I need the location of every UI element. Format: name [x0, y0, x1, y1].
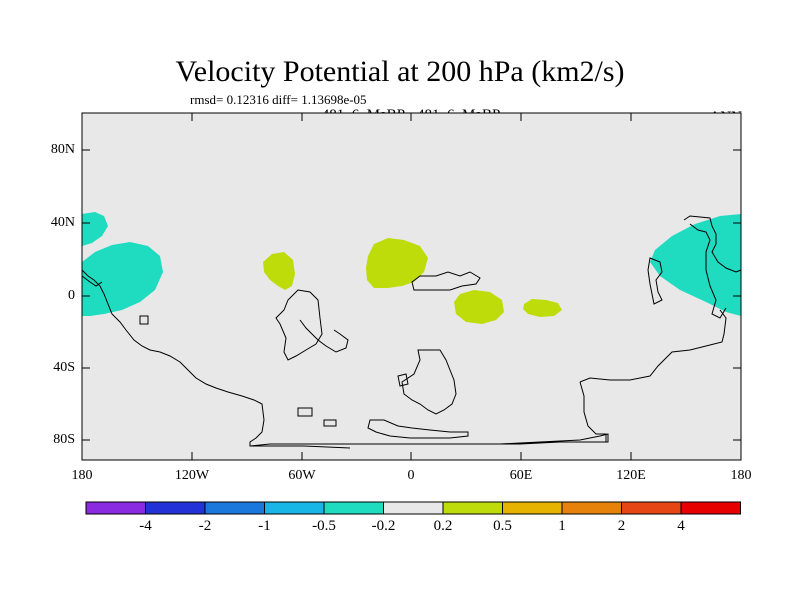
colorbar-label: -2: [198, 518, 212, 534]
colorbar-label: 1: [558, 518, 566, 534]
coast-south-america-east: [299, 319, 349, 353]
coast-falklands: [323, 419, 337, 427]
coast-asia-interior: [689, 223, 727, 319]
colorbar-label: -0.5: [312, 518, 336, 534]
colorbar-label: 4: [677, 518, 685, 534]
coast-tierra: [297, 407, 313, 417]
patch-west-pacific-north: [82, 212, 108, 246]
coast-africa-south: [401, 349, 457, 415]
x-tick-label: 60E: [509, 468, 533, 483]
patch-south-america: [263, 252, 295, 290]
coast-south-america: [275, 289, 323, 361]
coast-caribbean: [139, 315, 149, 325]
x-tick-label: 180: [71, 468, 93, 483]
coast-madagascar: [397, 373, 409, 387]
x-tick-label: 120E: [616, 468, 646, 483]
colorbar-label: 0.5: [493, 518, 512, 534]
y-tick-label: 80N: [50, 142, 75, 157]
coast-asia-east: [647, 257, 663, 305]
colorbar-box: [502, 501, 563, 515]
patch-indian-ocean-east: [523, 299, 562, 317]
negative-anomaly-patches: [82, 212, 741, 316]
statistics-text: rmsd= 0.12316 diff= 1.13698e-05: [190, 92, 367, 107]
y-tick-label: 80S: [53, 432, 75, 447]
plot-title: Velocity Potential at 200 hPa (km2/s): [175, 55, 625, 88]
colorbar-label: -4: [139, 518, 152, 534]
colorbar-box: [383, 501, 444, 515]
x-tick-label: 120W: [174, 468, 210, 483]
patch-maritime-continent: [650, 214, 741, 316]
colorbar-box: [442, 501, 503, 515]
coast-japan-asia: [683, 215, 742, 273]
coast-australia: [579, 309, 727, 383]
coast-africa-north: [411, 271, 481, 291]
y-tick-label: 40S: [53, 360, 75, 375]
colorbar-box: [323, 501, 384, 515]
coast-bering: [81, 275, 103, 287]
tick-marks: [82, 113, 741, 460]
map-background: [82, 113, 741, 460]
positive-anomaly-patches: [263, 238, 562, 324]
colorbar: [85, 501, 741, 515]
coast-antarctica-main: [249, 433, 609, 447]
patch-east-pacific: [82, 242, 163, 316]
colorbar-box: [680, 501, 741, 515]
colorbar-label: 2: [617, 518, 626, 534]
coast-australia-south: [579, 381, 607, 442]
x-tick-label: 0: [407, 468, 415, 483]
coast-antarctica: [367, 419, 469, 439]
patch-atlantic-africa: [366, 238, 428, 288]
colorbar-box: [264, 501, 325, 515]
y-tick-label: 40N: [50, 215, 75, 230]
y-tick-label: 0: [68, 288, 75, 303]
colorbar-box: [204, 501, 265, 515]
colorbar-label: -0.2: [371, 518, 396, 534]
colorbar-box: [561, 501, 622, 515]
coastlines: [81, 215, 742, 449]
coast-north-america: [81, 269, 351, 449]
colorbar-box: [621, 501, 682, 515]
colorbar-box: [145, 501, 206, 515]
colorbar-box: [85, 501, 146, 515]
colorbar-label: 0.2: [433, 518, 453, 534]
patch-indian-ocean-west: [454, 290, 504, 324]
x-tick-label: 180: [730, 468, 752, 483]
colorbar-label: -1: [258, 518, 271, 534]
x-tick-label: 60W: [288, 468, 316, 483]
